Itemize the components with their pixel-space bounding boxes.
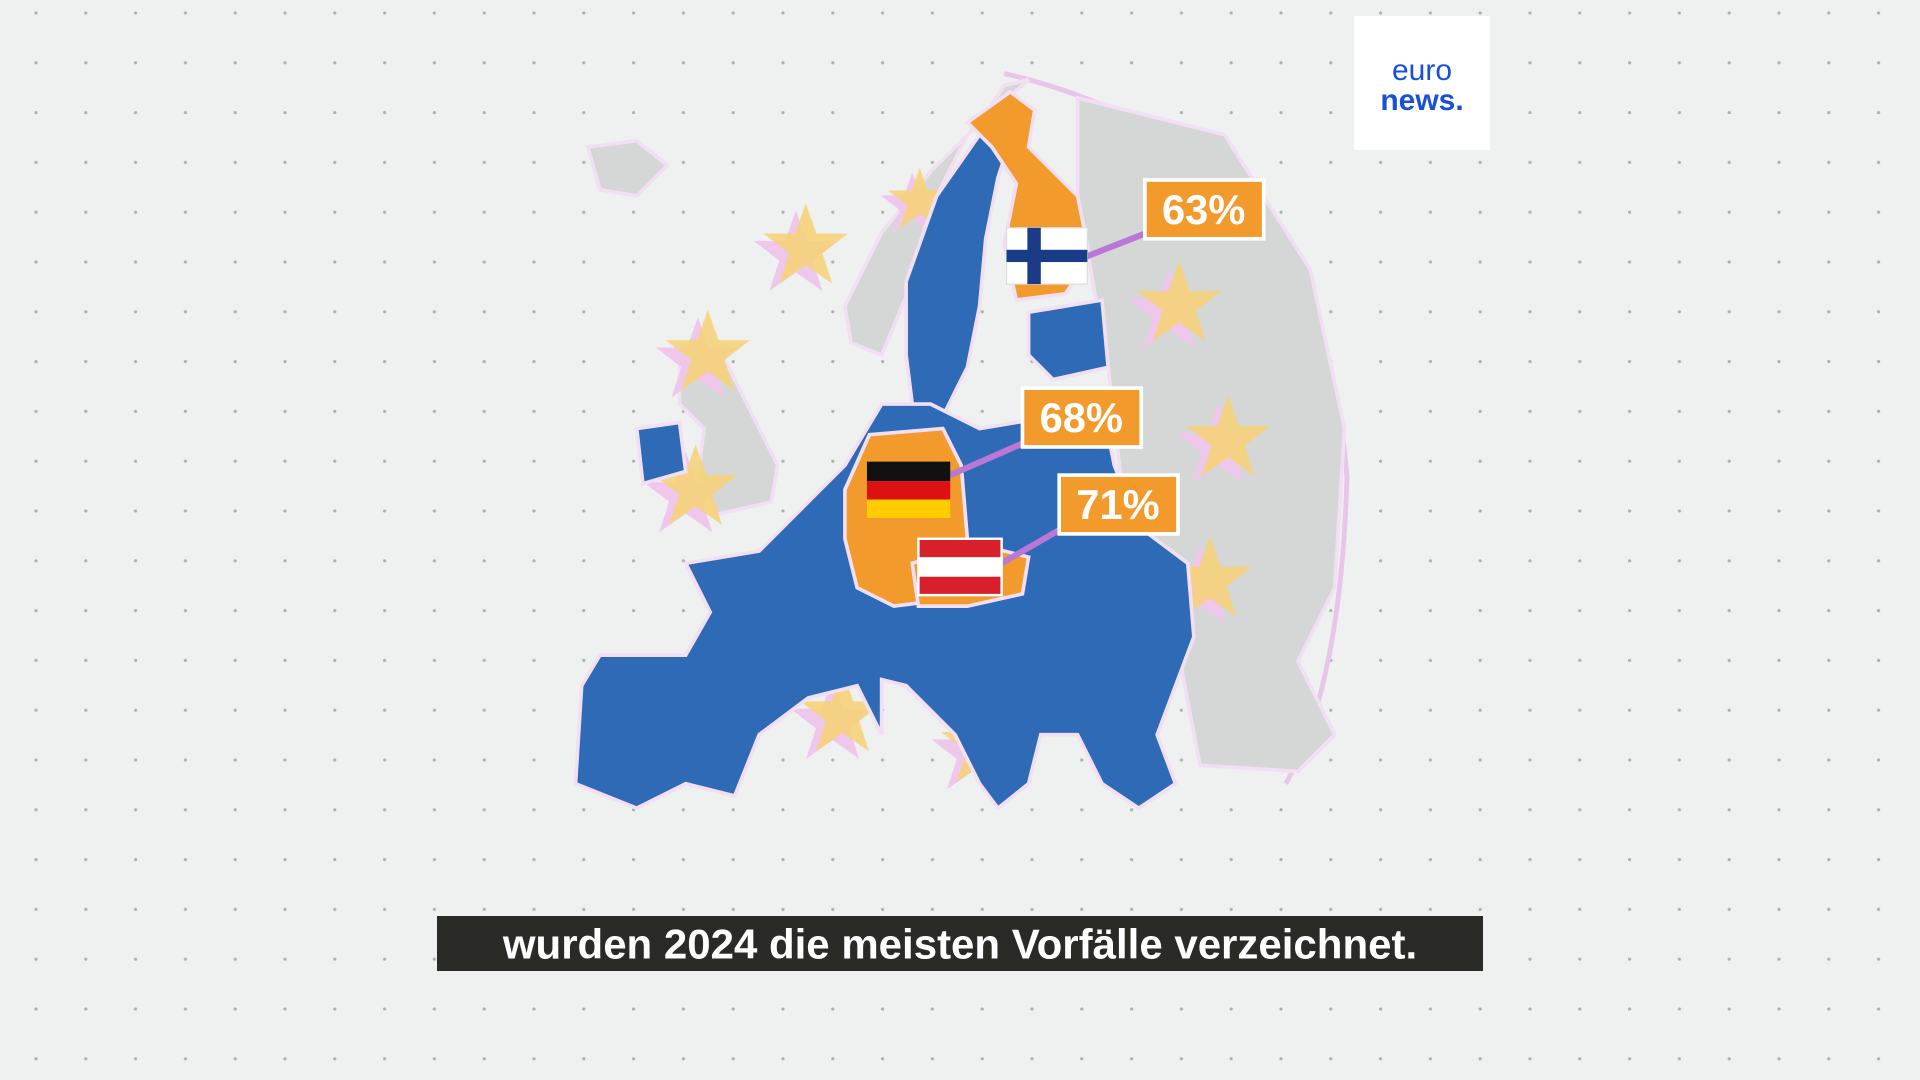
callout-label: 71%: [1076, 481, 1159, 528]
flag-austria: [917, 537, 1003, 597]
flag-finland: [1005, 227, 1088, 285]
map: 63% 68% 71%: [573, 71, 1350, 811]
eu: [573, 119, 1196, 811]
subtitle: wurden 2024 die meisten Vorfälle verzeic…: [502, 921, 1417, 968]
connectors: [948, 229, 1149, 566]
logo-line1: euro: [1392, 54, 1452, 87]
logo-box: [1354, 16, 1490, 150]
subtitle-box: [437, 916, 1483, 971]
callout-label: 63%: [1162, 186, 1245, 233]
flag-germany: [866, 461, 951, 518]
callout-boxes: [1020, 178, 1266, 536]
logo-line2: news.: [1380, 84, 1463, 117]
callout-label: 68%: [1040, 394, 1123, 441]
